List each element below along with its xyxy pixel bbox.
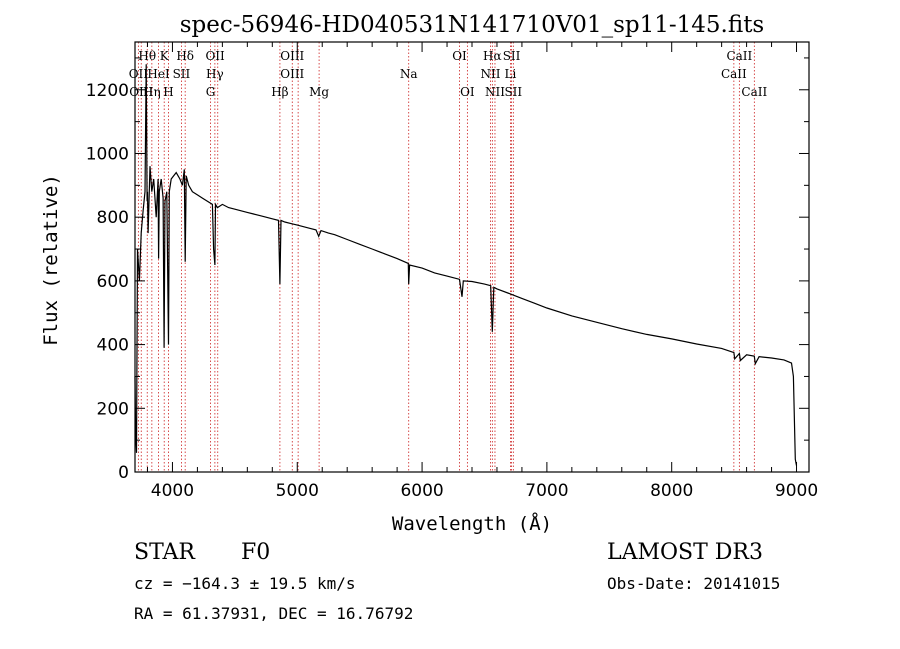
plot-frame: [134, 41, 810, 473]
x-tick-label: 4000: [151, 481, 194, 501]
line-label: HeI: [147, 67, 170, 81]
redshift-cz: cz = −164.3 ± 19.5 km/s: [134, 574, 356, 593]
line-label: Hδ: [176, 49, 194, 63]
line-label: SII: [504, 85, 522, 99]
survey-name: LAMOST DR3: [607, 540, 763, 565]
line-label: Hγ: [206, 67, 224, 81]
y-tick-label: 800: [97, 208, 129, 228]
x-tick-label: 9000: [775, 481, 818, 501]
line-label: OII: [129, 67, 149, 81]
y-tick-label: 400: [97, 336, 129, 356]
line-label: OIII: [280, 49, 304, 63]
line-label: Na: [400, 67, 418, 81]
y-tick-label: 200: [97, 399, 129, 419]
line-label: CaII: [741, 85, 767, 99]
y-tick-label: 0: [118, 463, 129, 483]
line-label: OI: [460, 85, 475, 99]
object-class: STAR: [134, 540, 195, 565]
line-label: G: [206, 85, 216, 99]
line-label: OII: [205, 49, 225, 63]
line-label: Hθ: [138, 49, 156, 63]
line-label: Mg: [309, 85, 329, 99]
x-axis-label: Wavelength (Å): [392, 512, 552, 535]
y-tick-label: 1000: [86, 144, 129, 164]
line-label: H: [163, 85, 173, 99]
line-label: Hβ: [271, 85, 288, 99]
line-label: K: [160, 49, 170, 63]
line-label: OI: [452, 49, 467, 63]
y-tick-label: 600: [97, 272, 129, 292]
y-tick-label: 1200: [86, 81, 129, 101]
flux-series-line: [134, 64, 798, 466]
line-label: SII: [173, 67, 191, 81]
coordinates: RA = 61.37931, DEC = 16.76792: [134, 604, 414, 623]
y-axis: 0 200 400 600 800 1000 1200: [86, 57, 809, 483]
chart-title: spec-56946-HD040531N141710V01_sp11-145.f…: [180, 12, 765, 38]
x-tick-label: 7000: [525, 481, 568, 501]
line-label: OIII: [280, 67, 304, 81]
y-axis-label: Flux (relative): [40, 174, 62, 346]
line-label: CaII: [726, 49, 752, 63]
line-markers: [137, 42, 755, 472]
line-label: Li: [505, 67, 517, 81]
x-tick-label: 5000: [276, 481, 319, 501]
line-label: Hη: [143, 85, 161, 99]
x-tick-label: 8000: [650, 481, 693, 501]
line-label: NII: [485, 85, 505, 99]
x-tick-label: 6000: [400, 481, 443, 501]
object-subclass: F0: [241, 540, 271, 565]
line-label: Hα: [483, 49, 502, 63]
line-label: CaII: [721, 67, 747, 81]
line-label: NII: [480, 67, 500, 81]
line-label: SII: [503, 49, 521, 63]
x-axis: 4000 5000 6000 7000 8000 9000: [146, 42, 818, 501]
obs-date: Obs-Date: 20141015: [607, 574, 781, 593]
